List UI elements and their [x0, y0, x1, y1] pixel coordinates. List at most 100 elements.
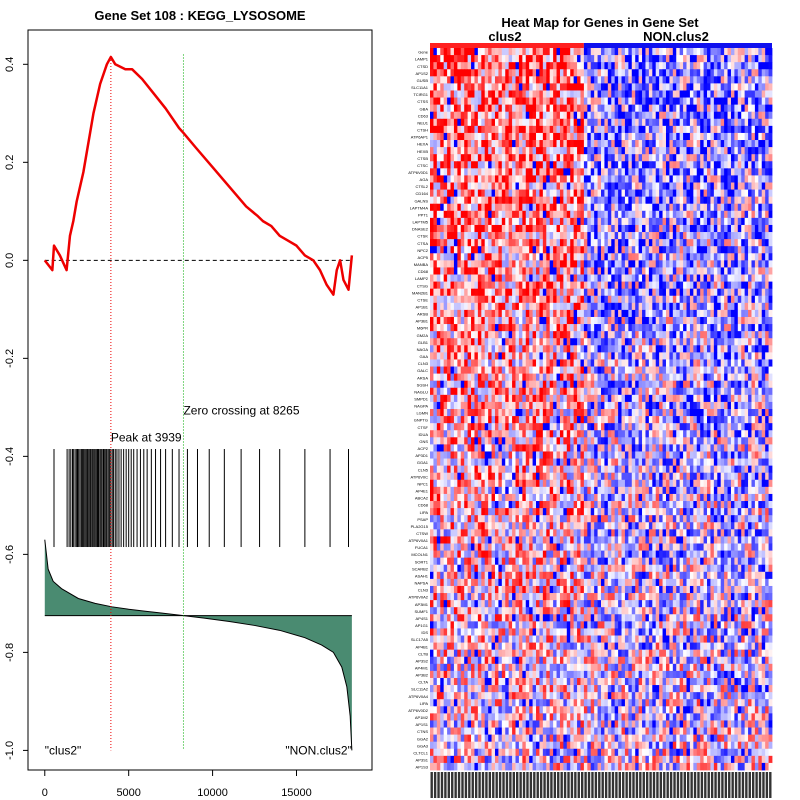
- heatmap-cell: [518, 111, 523, 120]
- heatmap-cell: [484, 83, 489, 91]
- heatmap-cell: [696, 48, 701, 56]
- heatmap-cell: [474, 380, 479, 389]
- heatmap-cell: [501, 62, 506, 70]
- heatmap-cell: [614, 48, 619, 56]
- heatmap-cell: [436, 97, 441, 106]
- heatmap-cell: [447, 373, 451, 382]
- heatmap-cell: [522, 281, 527, 290]
- heatmap-cell: [436, 168, 441, 176]
- heatmap-cell: [741, 366, 746, 375]
- heatmap-cell: [563, 232, 568, 240]
- heatmap-cell: [679, 274, 684, 282]
- heatmap-cell: [765, 380, 769, 389]
- heatmap-cell: [655, 239, 660, 247]
- heatmap-cell: [563, 352, 568, 360]
- heatmap-cell: [713, 338, 718, 346]
- heatmap-cell: [672, 83, 677, 91]
- heatmap-cell: [440, 62, 445, 70]
- heatmap-cell: [737, 224, 742, 233]
- heatmap-cell: [536, 274, 540, 282]
- heatmap-cell: [734, 132, 739, 141]
- heatmap-cell: [484, 260, 489, 268]
- heatmap-cell: [512, 366, 516, 375]
- heatmap-cell: [648, 69, 653, 77]
- heatmap-cell: [477, 316, 482, 325]
- heatmap-cell: [624, 295, 629, 304]
- heatmap-cell: [471, 140, 475, 148]
- heatmap-cell: [501, 281, 506, 290]
- heatmap-cell: [457, 274, 462, 282]
- heatmap-cell: [577, 203, 581, 212]
- heatmap-cell: [477, 324, 482, 332]
- heatmap-cell: [566, 281, 571, 290]
- heatmap-cell: [460, 359, 465, 367]
- heatmap-cell: [563, 239, 568, 247]
- heatmap-cell: [583, 69, 588, 77]
- heatmap-cell: [696, 118, 701, 127]
- heatmap-cell: [474, 140, 479, 148]
- heatmap-cell: [583, 62, 588, 70]
- heatmap-cell: [648, 267, 653, 275]
- heatmap-cell: [566, 324, 571, 332]
- heatmap-cell: [635, 345, 640, 353]
- heatmap-cell: [601, 48, 605, 56]
- heatmap-cell: [559, 232, 564, 240]
- heatmap-cell: [652, 309, 657, 318]
- heatmap-cell: [453, 203, 458, 212]
- heatmap-cell: [453, 359, 458, 367]
- heatmap-cell: [638, 83, 643, 91]
- heatmap-cell: [635, 309, 640, 318]
- heatmap-cell: [556, 224, 561, 233]
- heatmap-cell: [566, 147, 571, 155]
- heatmap-cell: [447, 309, 451, 318]
- heatmap-cell: [590, 352, 595, 360]
- heatmap-cell: [642, 380, 646, 389]
- heatmap-cell: [642, 316, 646, 325]
- heatmap-cell: [635, 154, 640, 162]
- heatmap-cell: [505, 203, 510, 212]
- heatmap-cell: [580, 48, 585, 56]
- heatmap-cell: [460, 387, 465, 396]
- heatmap-cell: [720, 324, 725, 332]
- heatmap-cell: [580, 281, 585, 290]
- heatmap-cell: [758, 55, 763, 63]
- heatmap-cell: [577, 246, 581, 254]
- heatmap-cell: [549, 154, 554, 162]
- heatmap-cell: [436, 132, 441, 141]
- heatmap-cell: [765, 331, 769, 339]
- heatmap-cell: [498, 83, 503, 91]
- heatmap-cell: [512, 338, 516, 346]
- heatmap-cell: [679, 97, 684, 106]
- heatmap-cell: [440, 373, 445, 382]
- heatmap-cell: [717, 83, 722, 91]
- heatmap-cell: [433, 62, 438, 70]
- y-tick-label: 0.0: [4, 253, 16, 268]
- heatmap-cell: [662, 48, 667, 56]
- heatmap-cell: [655, 267, 660, 275]
- heatmap-cell: [645, 104, 650, 113]
- heatmap-cell: [734, 345, 739, 353]
- heatmap-cell: [573, 267, 578, 275]
- heatmap-cell: [727, 373, 732, 382]
- heatmap-cell: [447, 132, 451, 141]
- heatmap-cell: [570, 125, 575, 134]
- heatmap-cell: [717, 253, 722, 261]
- heatmap-cell: [604, 90, 609, 98]
- heatmap-cell: [683, 125, 687, 134]
- heatmap-cell: [607, 90, 612, 98]
- heatmap-cell: [440, 210, 445, 219]
- heatmap-cell: [553, 175, 557, 183]
- heatmap-cell: [525, 274, 530, 282]
- heatmap-cell: [559, 274, 564, 282]
- heatmap-cell: [453, 111, 458, 120]
- heatmap-cell: [580, 324, 585, 332]
- heatmap-cell: [542, 175, 547, 183]
- heatmap-cell: [744, 189, 749, 198]
- heatmap-cell: [601, 387, 605, 396]
- heatmap-cell: [583, 232, 588, 240]
- heatmap-cell: [638, 161, 643, 169]
- heatmap-cell: [689, 182, 694, 190]
- heatmap-cell: [488, 154, 492, 162]
- heatmap-cell: [525, 387, 530, 396]
- heatmap-cell: [748, 246, 752, 254]
